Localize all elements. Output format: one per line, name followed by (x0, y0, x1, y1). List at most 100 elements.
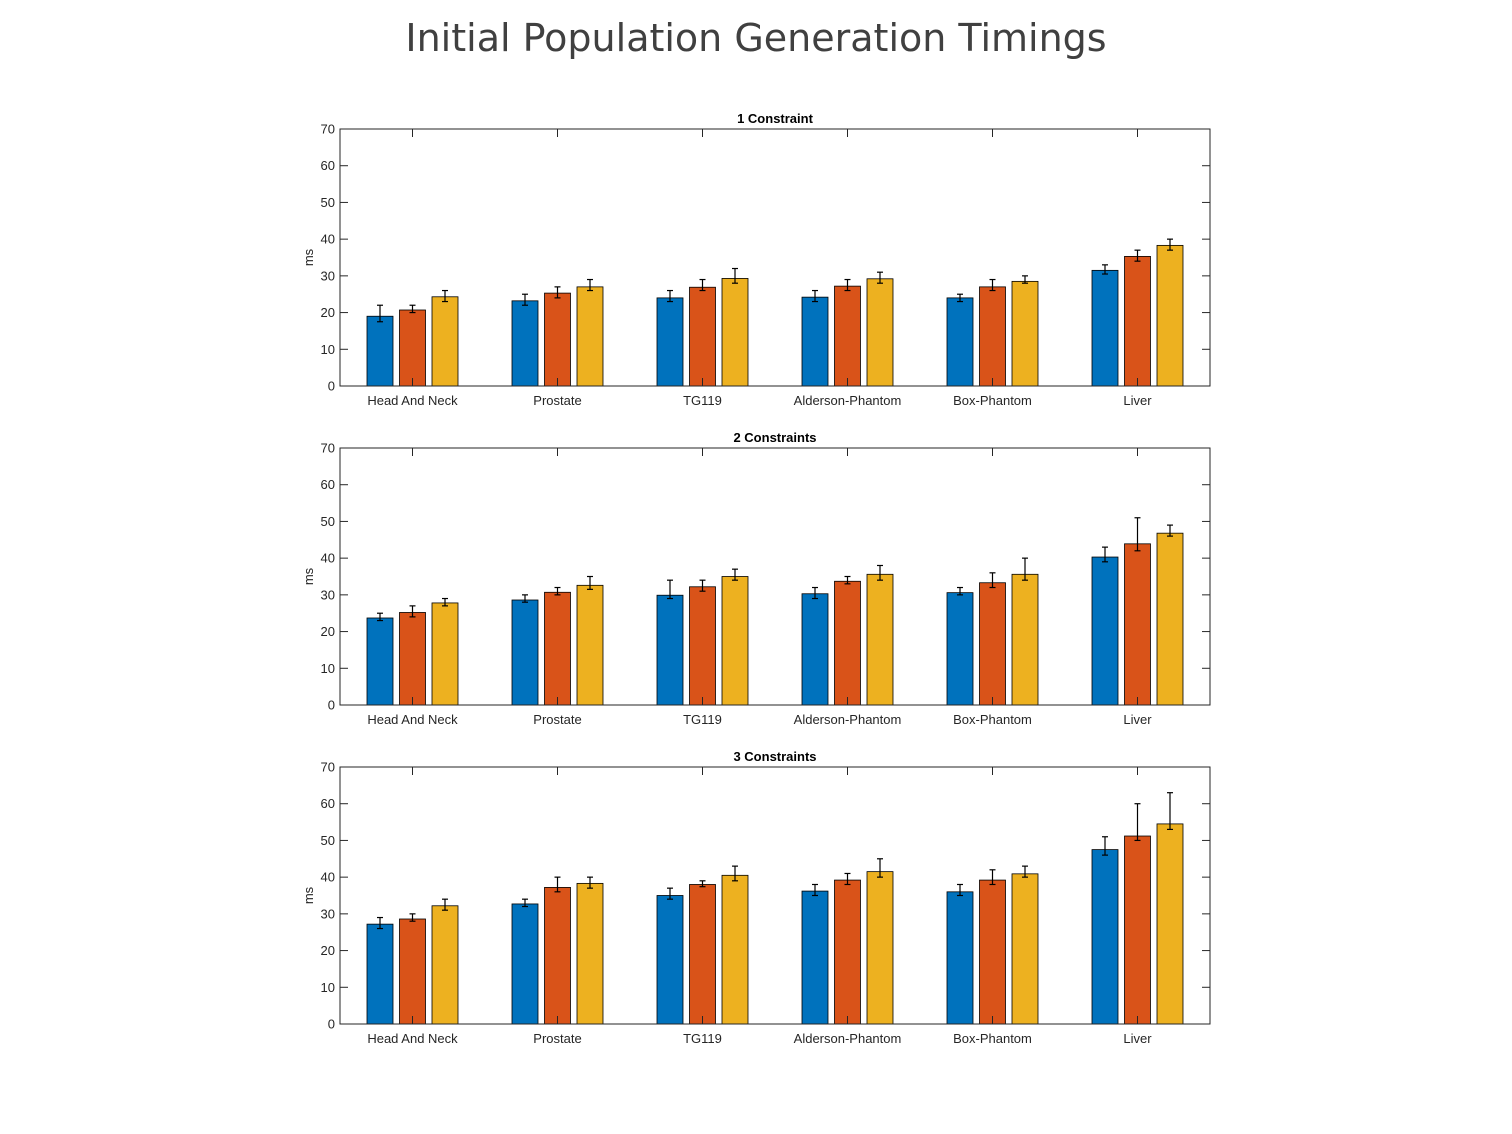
bar-3-head-and-neck-s2 (399, 918, 426, 1025)
y-tick-label: 70 (321, 760, 335, 775)
chart-title: 1 Constraint (737, 111, 814, 126)
bar-2-head-and-neck-s2 (399, 612, 426, 706)
x-tick-label: Box-Phantom (953, 1031, 1032, 1046)
bar-3-alderson-phantom-s3 (866, 871, 894, 1025)
bar-2-prostate-s1 (511, 599, 539, 706)
bar-3-liver-s1 (1091, 849, 1119, 1025)
x-tick-label: Box-Phantom (953, 712, 1032, 727)
bar-3-tg119-s1 (656, 895, 684, 1025)
x-tick-label: Liver (1123, 1031, 1152, 1046)
bar-2-alderson-phantom-s1 (801, 593, 829, 706)
x-tick-label: Head And Neck (367, 393, 458, 408)
bar-3-liver-s2 (1124, 835, 1151, 1025)
bar-1-liver-s2 (1124, 255, 1151, 387)
x-tick-label: Head And Neck (367, 712, 458, 727)
y-axis-label: ms (301, 567, 316, 585)
bar-1-head-and-neck-s1 (366, 315, 394, 387)
bar-1-prostate-s3 (576, 286, 604, 387)
bar-1-box-phantom-s1 (946, 297, 974, 387)
bar-2-prostate-s3 (576, 584, 604, 706)
y-tick-label: 0 (328, 1017, 335, 1032)
bar-3-box-phantom-s2 (979, 879, 1006, 1025)
y-tick-label: 70 (321, 122, 335, 137)
bar-2-box-phantom-s1 (946, 592, 974, 706)
x-tick-label: Prostate (533, 393, 581, 408)
bar-3-prostate-s1 (511, 903, 539, 1025)
x-tick-label: TG119 (683, 1031, 722, 1046)
bar-1-liver-s3 (1156, 244, 1184, 387)
x-tick-label: Liver (1123, 393, 1152, 408)
bar-1-box-phantom-s3 (1011, 280, 1039, 387)
y-tick-label: 10 (321, 342, 335, 357)
x-tick-label: Prostate (533, 1031, 581, 1046)
x-tick-label: TG119 (683, 393, 722, 408)
bar-2-liver-s3 (1156, 532, 1184, 706)
y-tick-label: 20 (321, 305, 335, 320)
bar-3-box-phantom-s3 (1011, 873, 1039, 1025)
y-axis-label: ms (301, 248, 316, 266)
bar-2-head-and-neck-s3 (431, 602, 459, 706)
y-tick-label: 0 (328, 698, 335, 713)
bar-1-alderson-phantom-s2 (834, 285, 861, 387)
bar-3-alderson-phantom-s1 (801, 890, 829, 1025)
bar-3-head-and-neck-s1 (366, 923, 394, 1025)
bar-3-tg119-s2 (689, 884, 716, 1025)
y-tick-label: 30 (321, 268, 335, 283)
bar-2-prostate-s2 (544, 591, 571, 706)
bar-2-liver-s2 (1124, 543, 1151, 706)
y-tick-label: 30 (321, 587, 335, 602)
bar-2-liver-s1 (1091, 556, 1119, 706)
y-tick-label: 40 (321, 551, 335, 566)
y-tick-label: 40 (321, 870, 335, 885)
x-tick-label: Head And Neck (367, 1031, 458, 1046)
bar-1-liver-s1 (1091, 269, 1119, 387)
bar-3-prostate-s3 (576, 882, 604, 1025)
y-tick-label: 60 (321, 796, 335, 811)
y-tick-label: 20 (321, 943, 335, 958)
bar-1-tg119-s1 (656, 297, 684, 387)
bar-2-tg119-s3 (721, 576, 749, 706)
y-tick-label: 60 (321, 477, 335, 492)
x-tick-label: Prostate (533, 712, 581, 727)
bar-3-box-phantom-s1 (946, 891, 974, 1025)
bar-1-tg119-s3 (721, 278, 749, 387)
x-tick-label: Liver (1123, 712, 1152, 727)
bar-1-alderson-phantom-s3 (866, 278, 894, 387)
bar-3-head-and-neck-s3 (431, 905, 459, 1025)
bar-1-head-and-neck-s2 (399, 309, 426, 387)
bar-1-alderson-phantom-s1 (801, 296, 829, 387)
axes-frame (339, 128, 1211, 387)
y-tick-label: 50 (321, 195, 335, 210)
bar-1-tg119-s2 (689, 286, 716, 387)
chart-panel-1: 0 10 20 30 40 50 60 70 Head And Neck Prostate TG11… (301, 111, 1211, 408)
x-tick-label: Alderson-Phantom (794, 393, 902, 408)
y-tick-label: 40 (321, 232, 335, 247)
axes-frame (339, 766, 1211, 1025)
bar-3-alderson-phantom-s2 (834, 879, 861, 1025)
y-tick-label: 60 (321, 158, 335, 173)
x-tick-label: Alderson-Phantom (794, 1031, 902, 1046)
bar-3-prostate-s2 (544, 887, 571, 1025)
bar-3-liver-s3 (1156, 823, 1184, 1025)
bar-2-box-phantom-s3 (1011, 573, 1039, 706)
x-tick-label: TG119 (683, 712, 722, 727)
bar-2-tg119-s2 (689, 586, 716, 706)
bar-2-alderson-phantom-s3 (866, 573, 894, 706)
bar-1-prostate-s2 (544, 292, 571, 387)
y-tick-label: 10 (321, 980, 335, 995)
chart-panel-3: 0 10 20 30 40 50 60 70 Head And Neck Prostate TG11… (301, 749, 1211, 1046)
y-axis-label: ms (301, 886, 316, 904)
x-tick-label: Alderson-Phantom (794, 712, 902, 727)
bar-2-tg119-s1 (656, 594, 684, 706)
chart-panel-2: 0 10 20 30 40 50 60 70 Head And Neck Prostate TG11… (301, 430, 1211, 727)
x-tick-label: Box-Phantom (953, 393, 1032, 408)
bar-1-box-phantom-s2 (979, 286, 1006, 387)
bar-2-head-and-neck-s1 (366, 617, 394, 706)
chart-title: 3 Constraints (733, 749, 816, 764)
y-tick-label: 70 (321, 441, 335, 456)
bar-1-prostate-s1 (511, 300, 539, 387)
bar-2-alderson-phantom-s2 (834, 580, 861, 706)
chart-title: 2 Constraints (733, 430, 816, 445)
y-tick-label: 10 (321, 661, 335, 676)
